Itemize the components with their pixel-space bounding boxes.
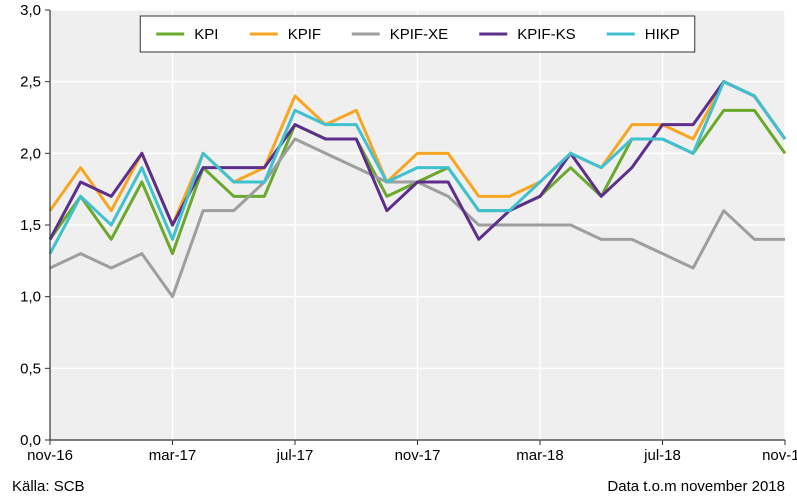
legend-label-kpif-xe: KPIF-XE xyxy=(390,26,448,43)
x-tick-label: nov-17 xyxy=(395,447,441,464)
legend-label-hikp: HIKP xyxy=(645,26,680,43)
y-tick-label: 2,5 xyxy=(20,74,41,91)
y-tick-labels: 0,00,51,01,52,02,53,0 xyxy=(20,2,50,449)
x-tick-label: jul-18 xyxy=(643,447,681,464)
y-tick-label: 1,5 xyxy=(20,217,41,234)
y-tick-label: 3,0 xyxy=(20,2,41,19)
x-tick-label: nov-16 xyxy=(27,447,73,464)
y-tick-label: 0,5 xyxy=(20,360,41,377)
legend: KPI KPIF KPIF-XE KPIF-KS HIKP xyxy=(140,16,695,52)
data-through-label: Data t.o.m november 2018 xyxy=(607,478,785,495)
y-tick-label: 1,0 xyxy=(20,289,41,306)
y-tick-label: 2,0 xyxy=(20,145,41,162)
x-tick-labels: nov-16 mar-17 jul-17 nov-17 mar-18 jul-18 nov-… xyxy=(27,440,797,464)
legend-label-kpif: KPIF xyxy=(288,26,321,43)
x-tick-label: mar-18 xyxy=(516,447,564,464)
x-tick-label: jul-17 xyxy=(276,447,314,464)
source-label: Källa: SCB xyxy=(12,478,85,495)
legend-label-kpi: KPI xyxy=(194,26,218,43)
x-tick-label: nov-18 xyxy=(762,447,797,464)
legend-label-kpif-ks: KPIF-KS xyxy=(517,26,575,43)
x-tick-label: mar-17 xyxy=(149,447,197,464)
inflation-line-chart: 0,00,51,01,52,02,53,0 nov-16mar-17jul-17… xyxy=(0,0,797,501)
